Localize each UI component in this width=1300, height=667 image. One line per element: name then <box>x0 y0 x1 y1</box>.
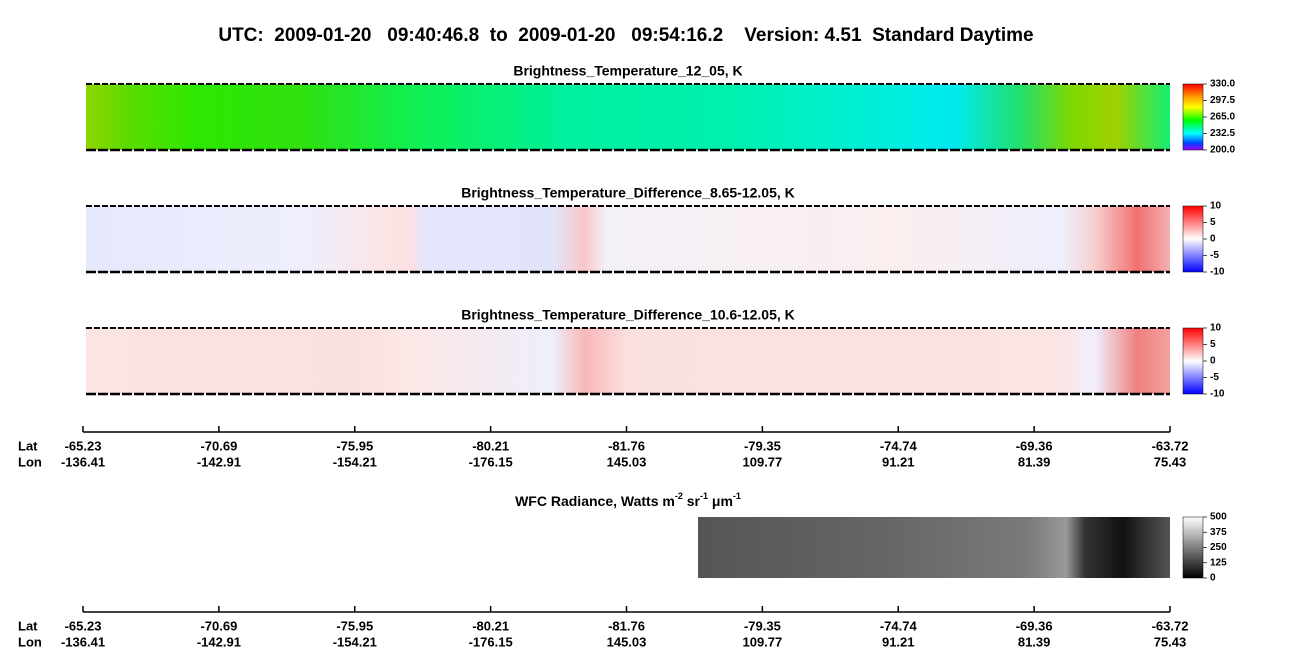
colorbar <box>1182 83 1204 151</box>
wfc-title-sup: -1 <box>700 491 708 501</box>
lon-value: 109.77 <box>742 634 782 649</box>
wfc-title-sup: -2 <box>675 491 683 501</box>
colorbar-label: 265.0 <box>1210 112 1235 123</box>
page-title: UTC: 2009-01-20 09:40:46.8 to 2009-01-20… <box>218 25 1033 46</box>
lat-value: -69.36 <box>1016 438 1053 453</box>
panel-image <box>86 328 1170 394</box>
lat-value: -65.23 <box>65 618 102 633</box>
colorbar-label: -10 <box>1210 389 1225 400</box>
lon-value: -136.41 <box>61 634 105 649</box>
lon-value: -142.91 <box>197 454 241 469</box>
lon-value: -136.41 <box>61 454 105 469</box>
lon-value: 145.03 <box>607 454 647 469</box>
lat-value: -69.36 <box>1016 618 1053 633</box>
lon-value: 145.03 <box>607 634 647 649</box>
lat-value: -79.35 <box>744 618 781 633</box>
lat-value: -74.74 <box>880 618 918 633</box>
colorbar-label: 0 <box>1210 356 1216 367</box>
lon-value: -176.15 <box>469 454 513 469</box>
lon-value: -154.21 <box>333 634 377 649</box>
lon-value: 91.21 <box>882 634 915 649</box>
lon-value: 91.21 <box>882 454 915 469</box>
colorbar-label: 330.0 <box>1210 79 1235 90</box>
colorbar-label: 10 <box>1210 323 1222 334</box>
lat-value: -80.21 <box>472 438 509 453</box>
lon-value: -154.21 <box>333 454 377 469</box>
lon-value: -142.91 <box>197 634 241 649</box>
colorbar-label: 375 <box>1210 527 1227 538</box>
lat-value: -81.76 <box>608 618 645 633</box>
lon-value: 75.43 <box>1154 634 1187 649</box>
panel-title: Brightness_Temperature_12_05, K <box>513 63 742 79</box>
lat-value: -65.23 <box>65 438 102 453</box>
lat-value: -75.95 <box>336 438 373 453</box>
colorbar-label: 5 <box>1210 339 1216 350</box>
panel-image <box>86 206 1170 272</box>
lon-label: Lon <box>18 454 42 469</box>
colorbar-label: 125 <box>1210 557 1227 568</box>
wfc-title-part: WFC Radiance, Watts m <box>515 493 675 509</box>
colorbar-label: -10 <box>1210 267 1225 278</box>
lon-value: -176.15 <box>469 634 513 649</box>
wfc-title-part: μm <box>708 493 733 509</box>
colorbar-label: 5 <box>1210 217 1216 228</box>
colorbar <box>1182 327 1204 395</box>
lat-label: Lat <box>18 618 38 633</box>
colorbar-label: 0 <box>1210 234 1216 245</box>
panel-image <box>86 84 1170 150</box>
wfc-title-part: sr <box>683 493 701 509</box>
lon-value: 109.77 <box>742 454 782 469</box>
colorbar-label: 232.5 <box>1210 128 1235 139</box>
panel-title: Brightness_Temperature_Difference_8.65-1… <box>461 185 795 201</box>
lon-label: Lon <box>18 634 42 649</box>
wfc-title: WFC Radiance, Watts m-2 sr-1 μm-1 <box>515 491 741 508</box>
lat-value: -70.69 <box>200 438 237 453</box>
lon-value: 75.43 <box>1154 454 1187 469</box>
lat-value: -81.76 <box>608 438 645 453</box>
colorbar-label: 500 <box>1210 512 1227 523</box>
colorbar-label: 10 <box>1210 201 1222 212</box>
wfc-colorbar <box>1182 516 1204 579</box>
lat-value: -70.69 <box>200 618 237 633</box>
lat-label: Lat <box>18 438 38 453</box>
colorbar-label: 250 <box>1210 542 1227 553</box>
colorbar-label: 200.0 <box>1210 145 1235 156</box>
wfc-title-sup: -1 <box>733 491 741 501</box>
colorbar <box>1182 205 1204 273</box>
colorbar-label: -5 <box>1210 372 1219 383</box>
colorbar-label: 0 <box>1210 573 1216 584</box>
colorbar-label: 297.5 <box>1210 95 1235 106</box>
colorbar-label: -5 <box>1210 250 1219 261</box>
lat-value: -74.74 <box>880 438 918 453</box>
lat-value: -75.95 <box>336 618 373 633</box>
lon-value: 81.39 <box>1018 634 1051 649</box>
lat-value: -63.72 <box>1152 618 1189 633</box>
lat-value: -80.21 <box>472 618 509 633</box>
lon-value: 81.39 <box>1018 454 1051 469</box>
lat-value: -63.72 <box>1152 438 1189 453</box>
lat-value: -79.35 <box>744 438 781 453</box>
wfc-image <box>698 517 1170 578</box>
panel-title: Brightness_Temperature_Difference_10.6-1… <box>461 307 795 323</box>
